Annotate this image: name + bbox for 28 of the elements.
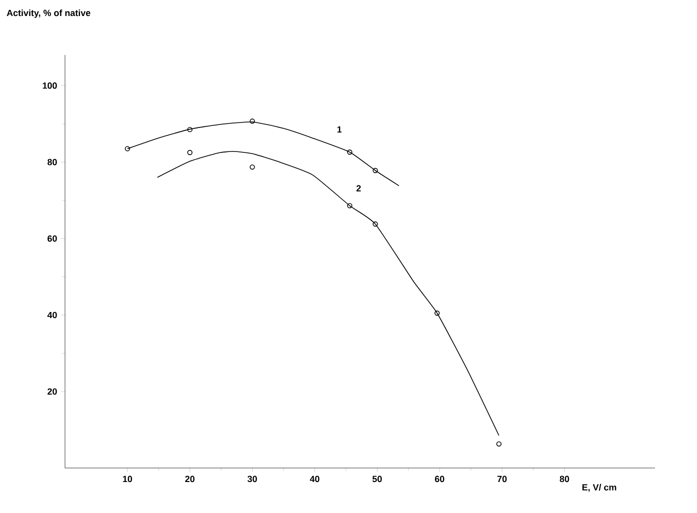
y-tick-label: 100 (42, 82, 57, 89)
point (250, 164, 255, 170)
point (187, 150, 192, 156)
point (187, 126, 192, 132)
x-tick-label: 10 (123, 476, 132, 482)
x-axis-title: E, V/ cm (582, 484, 616, 492)
line-series (157, 150, 500, 436)
x-tick-label: 40 (310, 476, 320, 482)
point (496, 441, 502, 446)
point (372, 168, 378, 174)
x-tick-label: 50 (372, 476, 382, 482)
point (250, 118, 255, 124)
y-tick-label: 80 (48, 158, 57, 166)
x-tick-label: 20 (185, 476, 194, 482)
y-tick-label: 40 (47, 312, 57, 318)
point (347, 150, 352, 155)
point (347, 203, 352, 208)
x-tick-label: 30 (248, 476, 257, 482)
y-tick-label: 20 (48, 388, 57, 395)
series-label: 1 (337, 126, 342, 133)
y-axis-title: Activity, % of native (6, 10, 90, 18)
y-tick-label: 60 (48, 235, 57, 242)
x-tick-label: 60 (434, 476, 444, 482)
point (372, 221, 378, 227)
point (434, 310, 440, 316)
x-tick-label: 70 (497, 476, 507, 482)
x-tick-label: 80 (560, 476, 570, 482)
series-label: 2 (356, 185, 361, 192)
